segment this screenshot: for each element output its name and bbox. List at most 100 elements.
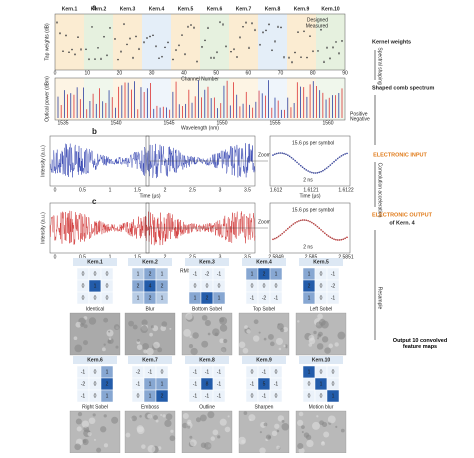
side-label: ELECTRONIC INPUT [373, 152, 427, 158]
side-label: Kernel weights [372, 39, 411, 45]
panel-label: a [92, 3, 97, 12]
axis-label: Optical power (dBm) [44, 76, 50, 122]
texture [103, 443, 109, 448]
kernel-value: 2 [263, 271, 266, 277]
kernel-value: -1 [262, 369, 267, 375]
legend-entry: Designed [307, 17, 328, 23]
weight-mark [85, 48, 87, 50]
texture [312, 421, 321, 430]
kernel-title: Kern.5 [313, 259, 329, 265]
texture [169, 435, 176, 442]
weight-mark [132, 56, 134, 59]
kernel-value: -1 [217, 369, 222, 375]
kernel-value: 0 [106, 271, 109, 277]
kernel-value: -2 [136, 369, 141, 375]
texture [243, 411, 248, 415]
kernel-value: -1 [274, 295, 279, 301]
texture [200, 442, 207, 448]
texture [297, 419, 304, 426]
weight-mark [201, 45, 203, 48]
kernel-value: -1 [136, 381, 141, 387]
texture [147, 444, 156, 453]
texture [306, 439, 314, 448]
kernel-value: -1 [250, 295, 255, 301]
kernel-label: Kern.5 [178, 6, 194, 12]
texture [103, 317, 109, 323]
weight-mark [204, 39, 206, 42]
kernel-value: 0 [94, 271, 97, 277]
weight-mark [262, 31, 264, 33]
texture [320, 441, 326, 446]
kernel-band [258, 78, 287, 120]
kernel-value: 1 [251, 271, 254, 277]
kernel-value: 1 [106, 369, 109, 375]
kernel-name: Blur [146, 306, 155, 312]
texture [263, 422, 268, 427]
output-label: Output 10 convolved feature maps [393, 338, 447, 350]
weight-mark [219, 21, 221, 23]
texture [164, 419, 172, 428]
tick-label: 10 [84, 70, 90, 76]
kernel-cell [269, 389, 283, 403]
plots: Kern.1 Kern.2 Kern.3 Kern.4 Kern.5 Kern.6 Kern… [40, 6, 370, 454]
kernel-value: 0 [308, 381, 311, 387]
kernel-value: 0 [218, 283, 221, 289]
kernel-value: 1 [332, 393, 335, 399]
weight-mark [312, 50, 314, 52]
zoom-trace [272, 152, 348, 174]
weight-mark [167, 41, 169, 44]
weight-mark [239, 37, 241, 39]
texture [136, 344, 143, 350]
texture [297, 442, 304, 450]
texture [207, 411, 215, 419]
texture [259, 431, 262, 434]
kernel-value: 2 [137, 283, 140, 289]
weight-mark [88, 58, 90, 61]
zoom-label: Zoom in [258, 219, 276, 225]
texture [340, 428, 345, 433]
kernel-value: 0 [320, 369, 323, 375]
kernel-cell [212, 389, 226, 403]
kernel-name: Sharpen [255, 404, 274, 410]
texture [249, 418, 252, 422]
kernel-band [316, 14, 345, 70]
kernel-value: 1 [161, 295, 164, 301]
axis-label: Intensity (a.u.) [40, 145, 46, 177]
texture [277, 323, 280, 326]
zoom-frame [269, 202, 351, 254]
kernel-band [55, 14, 84, 70]
kernel-title: Kern.6 [87, 357, 103, 363]
weight-mark [280, 27, 282, 29]
plot-frame [54, 77, 346, 121]
texture [275, 337, 283, 345]
kernel-name: Left Sobel [310, 306, 333, 312]
weight-mark [152, 34, 154, 36]
weight-mark [71, 49, 73, 51]
kernel-label: Kern.6 [207, 6, 223, 12]
kernel-band [171, 14, 200, 70]
kernel-value: 0 [332, 369, 335, 375]
weight-mark [77, 36, 79, 38]
texture [77, 411, 83, 417]
kernel-value: 1 [275, 271, 278, 277]
texture [165, 413, 173, 421]
weight-mark [248, 47, 250, 49]
kernel-name: Outline [199, 404, 215, 410]
kernel-label: Kern.1 [62, 6, 78, 12]
texture [82, 340, 88, 346]
weight-mark [193, 26, 195, 28]
kernel-value: 0 [94, 295, 97, 301]
kernel-band [316, 78, 345, 120]
kernel-label: Kern.8 [265, 6, 281, 12]
weight-mark [309, 35, 311, 37]
weight-mark [233, 48, 235, 50]
kernel-value: 1 [161, 271, 164, 277]
weight-mark [303, 30, 305, 32]
kernel-value: -1 [205, 369, 210, 375]
tick-label: 90 [342, 70, 348, 76]
weight-mark [210, 57, 212, 59]
weight-mark [74, 53, 76, 55]
tick-label: 0 [54, 187, 57, 193]
texture [76, 426, 82, 432]
texture [153, 341, 160, 349]
